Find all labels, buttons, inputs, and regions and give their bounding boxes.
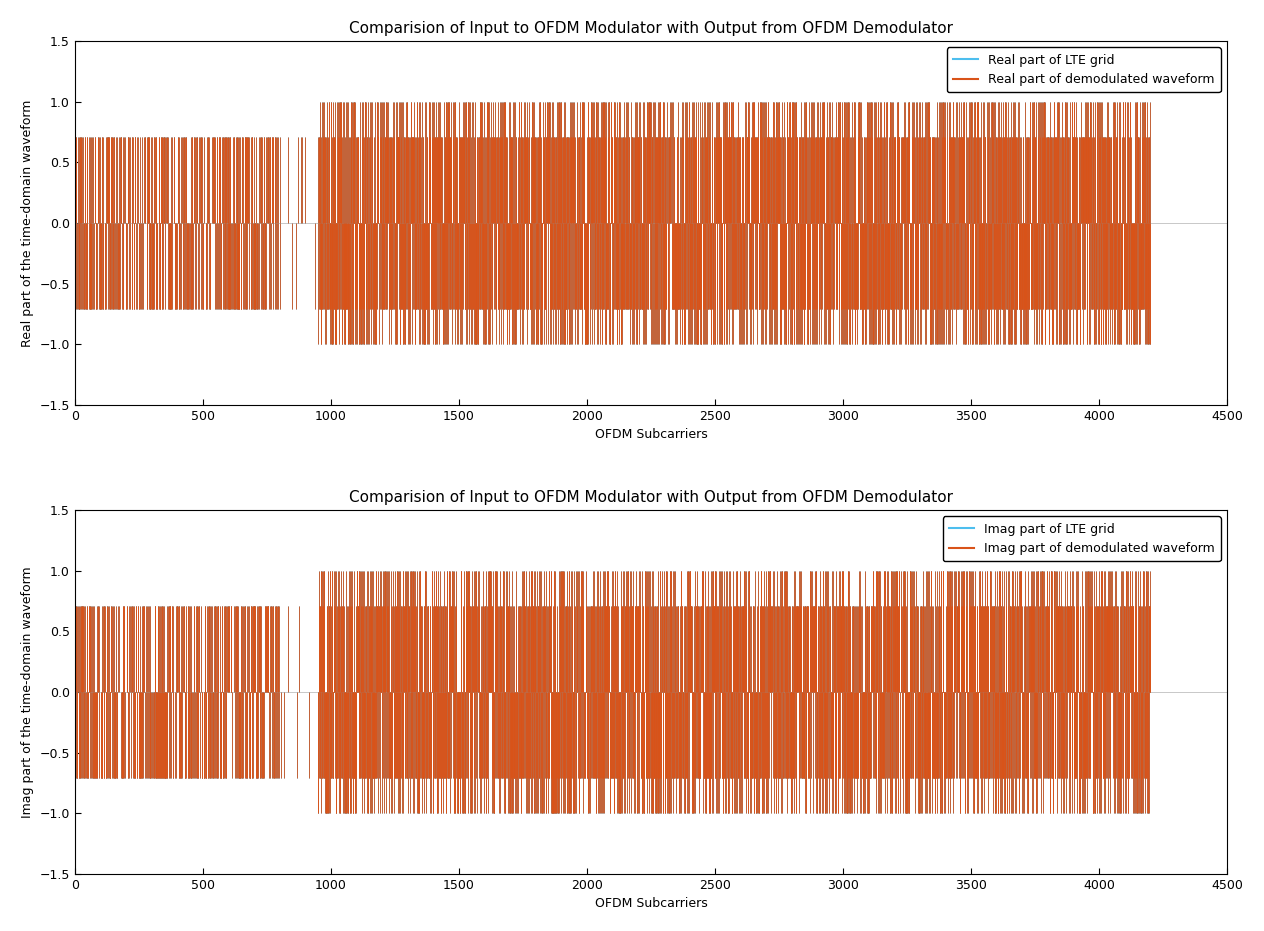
Title: Comparision of Input to OFDM Modulator with Output from OFDM Demodulator: Comparision of Input to OFDM Modulator w… <box>349 20 953 35</box>
Y-axis label: Imag part of the time-domain waveform: Imag part of the time-domain waveform <box>20 566 34 817</box>
Title: Comparision of Input to OFDM Modulator with Output from OFDM Demodulator: Comparision of Input to OFDM Modulator w… <box>349 490 953 505</box>
Legend: Real part of LTE grid, Real part of demodulated waveform: Real part of LTE grid, Real part of demo… <box>947 47 1221 92</box>
Legend: Imag part of LTE grid, Imag part of demodulated waveform: Imag part of LTE grid, Imag part of demo… <box>943 517 1221 561</box>
X-axis label: OFDM Subcarriers: OFDM Subcarriers <box>594 897 708 911</box>
Y-axis label: Real part of the time-domain waveform: Real part of the time-domain waveform <box>20 100 34 346</box>
X-axis label: OFDM Subcarriers: OFDM Subcarriers <box>594 428 708 441</box>
